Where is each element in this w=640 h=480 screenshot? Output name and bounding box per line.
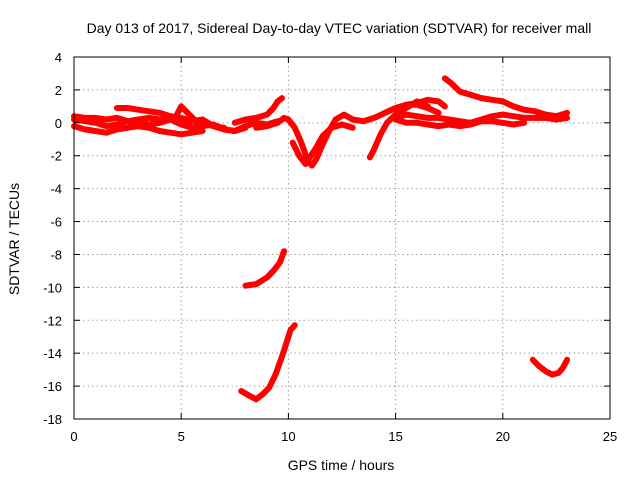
x-tick-label: 10: [281, 429, 295, 444]
x-tick-label: 25: [603, 429, 617, 444]
y-tick-label: -8: [50, 247, 62, 262]
y-tick-label: -2: [50, 149, 62, 164]
y-tick-label: 2: [55, 83, 62, 98]
y-tick-label: -10: [43, 280, 62, 295]
series-arc-15: [238, 322, 298, 403]
series-arc-4: [113, 105, 249, 134]
x-tick-label: 15: [388, 429, 402, 444]
y-tick-label: -14: [43, 346, 62, 361]
y-tick-label: -16: [43, 379, 62, 394]
x-axis-label: GPS time / hours: [288, 457, 395, 473]
series-arc-11: [396, 96, 448, 115]
y-tick-label: -4: [50, 182, 62, 197]
series-arc-2: [71, 123, 206, 138]
chart-title: Day 013 of 2017, Sidereal Day-to-day VTE…: [87, 20, 592, 36]
x-tick-label: 0: [70, 429, 77, 444]
series-arc-6: [231, 95, 285, 126]
plot-frame: [73, 56, 611, 420]
y-tick-label: -12: [43, 313, 62, 328]
series-arc-14: [242, 248, 288, 289]
y-tick-label: -18: [43, 412, 62, 427]
axes: 0 5 10 15 20 25 -18 -16 -14 -12 -10 -8 -6 -4 -2 0 2 4: [43, 50, 617, 444]
series-arc-12: [392, 116, 528, 130]
series-arc-8: [289, 121, 356, 167]
series-group: [71, 75, 571, 403]
series-arc-13: [441, 75, 571, 120]
x-tick-label: 5: [178, 429, 185, 444]
y-tick-label: -6: [50, 215, 62, 230]
x-tick-label: 20: [496, 429, 510, 444]
y-axis-label: SDTVAR / TECUs: [6, 183, 22, 295]
series-arc-16: [529, 356, 571, 378]
y-tick-label: 4: [55, 50, 62, 65]
y-tick-label: 0: [55, 116, 62, 131]
series-arc-5: [173, 103, 206, 128]
